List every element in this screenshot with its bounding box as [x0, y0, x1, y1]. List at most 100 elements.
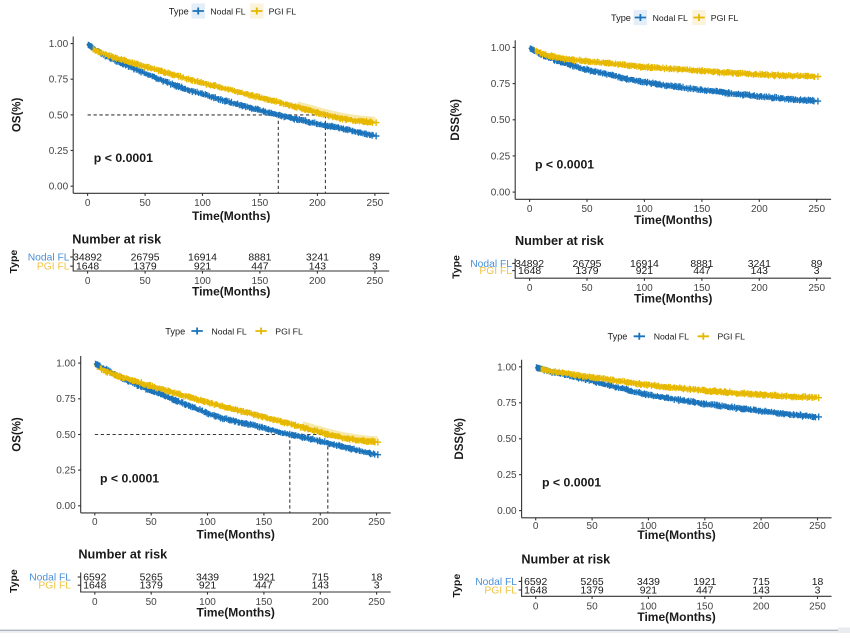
svg-text:250: 250	[367, 276, 384, 287]
svg-text:1648: 1648	[518, 266, 541, 277]
svg-text:3241: 3241	[748, 259, 771, 270]
svg-text:Time(Months): Time(Months)	[634, 213, 712, 227]
svg-text:16914: 16914	[188, 252, 217, 263]
svg-text:3: 3	[374, 581, 380, 592]
svg-text:0: 0	[527, 204, 533, 215]
svg-text:200: 200	[309, 276, 326, 287]
svg-text:715: 715	[312, 572, 330, 583]
svg-text:Nodal FL: Nodal FL	[653, 13, 688, 23]
svg-text:p < 0.0001: p < 0.0001	[535, 158, 594, 172]
svg-text:100: 100	[199, 597, 216, 608]
svg-text:50: 50	[140, 276, 152, 287]
svg-text:3241: 3241	[306, 252, 329, 263]
svg-text:0.75: 0.75	[491, 79, 511, 90]
svg-text:18: 18	[371, 572, 383, 583]
svg-text:Nodal FL: Nodal FL	[28, 252, 70, 263]
svg-text:1921: 1921	[693, 577, 716, 588]
svg-text:150: 150	[252, 198, 269, 209]
svg-text:Type: Type	[608, 332, 628, 342]
svg-text:Time(Months): Time(Months)	[637, 528, 715, 542]
svg-text:p < 0.0001: p < 0.0001	[94, 151, 153, 165]
svg-text:5265: 5265	[140, 572, 163, 583]
svg-text:0.25: 0.25	[56, 466, 76, 477]
svg-text:Number at risk: Number at risk	[78, 548, 168, 562]
svg-text:8881: 8881	[248, 252, 271, 263]
svg-text:715: 715	[752, 577, 770, 588]
svg-text:PGI FL: PGI FL	[37, 262, 70, 273]
svg-text:0.75: 0.75	[56, 394, 76, 405]
svg-text:1648: 1648	[76, 262, 99, 273]
svg-text:50: 50	[581, 204, 593, 215]
svg-text:100: 100	[640, 521, 657, 532]
svg-text:8881: 8881	[690, 259, 713, 270]
svg-text:0: 0	[92, 517, 98, 528]
svg-text:921: 921	[199, 581, 217, 592]
svg-text:OS(%): OS(%)	[12, 97, 24, 132]
svg-text:p < 0.0001: p < 0.0001	[542, 475, 601, 489]
svg-text:150: 150	[696, 601, 713, 612]
svg-text:0.00: 0.00	[497, 506, 517, 517]
svg-text:DSS(%): DSS(%)	[454, 418, 466, 460]
svg-text:Number at risk: Number at risk	[521, 552, 611, 566]
svg-text:3: 3	[814, 266, 820, 277]
svg-text:150: 150	[694, 204, 711, 215]
svg-text:200: 200	[312, 597, 329, 608]
svg-text:0: 0	[527, 283, 533, 294]
svg-text:143: 143	[752, 585, 770, 596]
svg-text:150: 150	[256, 517, 273, 528]
svg-text:34892: 34892	[515, 259, 544, 270]
svg-text:1648: 1648	[83, 581, 106, 592]
svg-text:Type: Type	[451, 255, 463, 279]
svg-text:26795: 26795	[573, 259, 602, 270]
svg-text:Time(Months): Time(Months)	[192, 285, 270, 299]
svg-text:Type: Type	[8, 250, 20, 274]
svg-text:Nodal FL: Nodal FL	[470, 259, 512, 270]
svg-text:1648: 1648	[524, 585, 547, 596]
svg-text:Time(Months): Time(Months)	[196, 606, 274, 620]
svg-text:p < 0.0001: p < 0.0001	[100, 472, 159, 486]
svg-text:DSS(%): DSS(%)	[450, 99, 462, 141]
svg-text:Number at risk: Number at risk	[515, 234, 605, 248]
svg-text:100: 100	[640, 601, 657, 612]
svg-text:Type: Type	[169, 6, 189, 16]
svg-text:250: 250	[808, 204, 825, 215]
svg-text:1.00: 1.00	[491, 43, 511, 54]
svg-text:6592: 6592	[83, 572, 106, 583]
svg-text:200: 200	[309, 198, 326, 209]
svg-text:PGI FL: PGI FL	[718, 332, 746, 342]
svg-text:5265: 5265	[581, 577, 604, 588]
svg-text:1379: 1379	[134, 262, 157, 273]
svg-text:Type: Type	[611, 13, 631, 23]
svg-text:150: 150	[256, 597, 273, 608]
svg-text:Time(Months): Time(Months)	[634, 292, 712, 306]
svg-text:Type: Type	[451, 574, 463, 598]
svg-text:150: 150	[696, 521, 713, 532]
svg-text:1379: 1379	[575, 266, 598, 277]
svg-text:50: 50	[146, 517, 158, 528]
svg-text:0: 0	[533, 521, 539, 532]
svg-text:Nodal FL: Nodal FL	[475, 577, 517, 588]
svg-text:0.25: 0.25	[491, 151, 511, 162]
svg-text:Nodal FL: Nodal FL	[212, 326, 247, 336]
svg-text:200: 200	[751, 204, 768, 215]
svg-text:447: 447	[693, 266, 711, 277]
svg-text:50: 50	[140, 198, 152, 209]
svg-text:150: 150	[694, 283, 711, 294]
svg-text:Time(Months): Time(Months)	[192, 209, 270, 223]
svg-text:200: 200	[751, 283, 768, 294]
svg-text:200: 200	[753, 601, 770, 612]
svg-text:200: 200	[753, 521, 770, 532]
svg-text:50: 50	[581, 283, 593, 294]
svg-text:0.50: 0.50	[497, 434, 517, 445]
svg-text:100: 100	[199, 517, 216, 528]
svg-text:0.00: 0.00	[49, 182, 69, 193]
svg-text:250: 250	[809, 521, 826, 532]
svg-text:1.00: 1.00	[49, 39, 69, 50]
svg-text:250: 250	[368, 517, 385, 528]
svg-text:200: 200	[312, 517, 329, 528]
svg-text:OS(%): OS(%)	[12, 417, 24, 452]
svg-text:3: 3	[372, 262, 378, 273]
svg-text:250: 250	[368, 597, 385, 608]
svg-text:100: 100	[636, 283, 653, 294]
svg-text:0: 0	[533, 601, 539, 612]
